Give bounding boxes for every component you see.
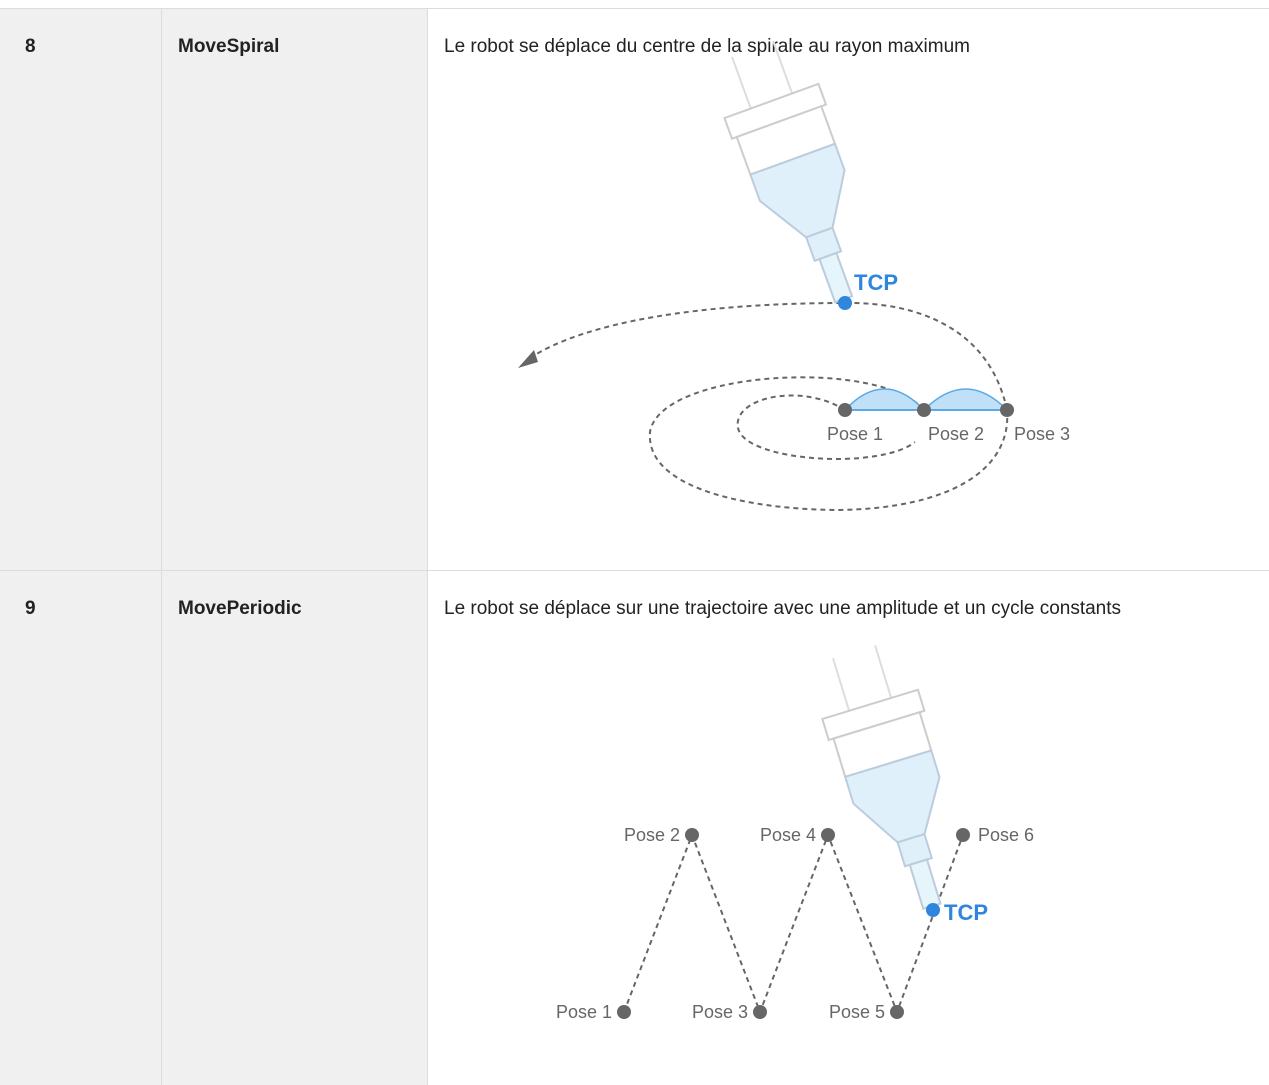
spiral-figure: TCP Pose 1 Pose 2 Pose 3 — [518, 31, 1070, 512]
periodic-figure: TCP Pose 1 Pose 2 Pose 3 Pose 4 Pose 5 P… — [556, 636, 1034, 1022]
row-number: 8 — [0, 9, 162, 571]
table-row: 9 MovePeriodic Le robot se déplace sur u… — [0, 570, 1269, 1085]
description: Le robot se déplace du centre de la spir… — [428, 9, 1269, 571]
description-text: Le robot se déplace du centre de la spir… — [444, 36, 970, 57]
table-row: 8 MoveSpiral Le robot se déplace du cent… — [0, 8, 1269, 571]
pose-label: Pose 3 — [692, 1002, 748, 1022]
description-text: Le robot se déplace sur une trajectoire … — [444, 598, 1122, 619]
pose-label: Pose 2 — [928, 424, 984, 444]
pose-label: Pose 5 — [829, 1002, 885, 1022]
pose-label: Pose 4 — [760, 825, 816, 845]
pose-label: Pose 6 — [978, 825, 1034, 845]
description: Le robot se déplace sur une trajectoire … — [428, 571, 1269, 1085]
command-name: MovePeriodic — [162, 571, 428, 1085]
pose-label: Pose 1 — [827, 424, 883, 444]
pose-label: Pose 2 — [624, 825, 680, 845]
pose-label: Pose 3 — [1014, 424, 1070, 444]
command-name: MoveSpiral — [162, 9, 428, 571]
tcp-label: TCP — [944, 900, 988, 925]
row-number: 9 — [0, 571, 162, 1085]
pose-label: Pose 1 — [556, 1002, 612, 1022]
tcp-label: TCP — [854, 270, 898, 295]
